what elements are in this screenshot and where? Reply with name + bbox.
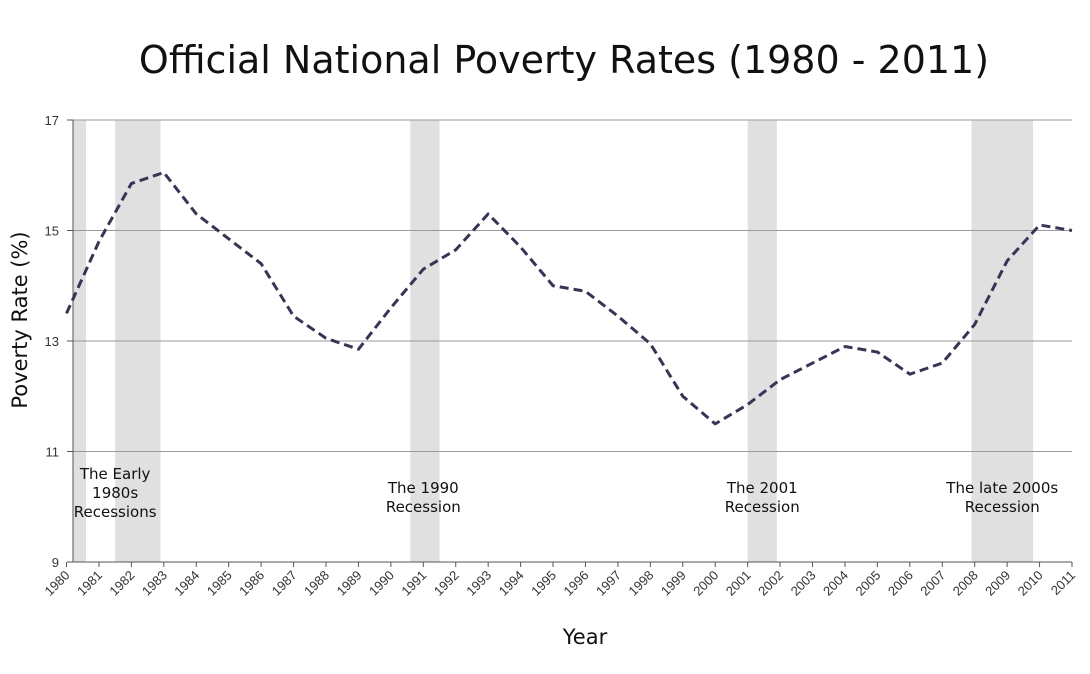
recession-label-line: The late 2000s — [945, 479, 1058, 497]
data-point — [97, 240, 100, 243]
x-tick-label: 1990 — [366, 568, 397, 599]
data-point — [1071, 229, 1074, 232]
data-point — [162, 171, 165, 174]
x-tick-label: 2008 — [950, 568, 981, 599]
x-tick-label: 1991 — [398, 568, 429, 599]
data-point — [681, 395, 684, 398]
x-tick-label: 1983 — [139, 568, 170, 599]
data-point — [487, 212, 490, 215]
x-tick-label: 1986 — [236, 568, 267, 599]
axes — [66, 119, 1073, 567]
data-point — [941, 362, 944, 365]
data-point — [357, 348, 360, 351]
poverty-rate-series-line — [65, 170, 1073, 426]
data-point — [843, 345, 846, 348]
x-tick-label: 1999 — [658, 568, 689, 599]
x-tick-label: 2002 — [755, 568, 786, 599]
x-tick-label: 2009 — [982, 568, 1013, 599]
x-tick-label: 1988 — [301, 568, 332, 599]
x-tick-label: 1994 — [496, 568, 527, 599]
data-point — [649, 342, 652, 345]
data-point — [389, 306, 392, 309]
x-tick-label: 1995 — [528, 568, 559, 599]
x-tick-label: 1981 — [74, 568, 105, 599]
y-axis-title: Poverty Rate (%) — [8, 231, 32, 408]
x-tick-label: 2000 — [690, 568, 721, 599]
x-tick-label: 2007 — [917, 568, 948, 599]
x-tick-label: 2005 — [852, 568, 883, 599]
x-tick-labels: 1980 1981 1982 1983 1984 1985 1986 1987 1988 1989… — [42, 568, 1079, 599]
data-point — [584, 290, 587, 293]
data-point — [130, 182, 133, 185]
y-tick-label: 13 — [45, 334, 59, 349]
x-tick-label: 1982 — [106, 568, 137, 599]
x-tick-label: 2004 — [820, 568, 851, 599]
data-point — [292, 315, 295, 318]
y-tick-labels: 9 11 13 15 17 — [45, 113, 59, 570]
recession-label-line: The 1990 — [387, 479, 459, 497]
data-point — [260, 262, 263, 265]
data-point — [876, 351, 879, 354]
recession-label-line: Recessions — [74, 503, 157, 521]
recession-label-line: Recession — [386, 498, 461, 516]
x-tick-label: 2010 — [1015, 568, 1046, 599]
data-point — [454, 248, 457, 251]
data-point — [714, 422, 717, 425]
data-point — [811, 362, 814, 365]
x-tick-label: 1992 — [431, 568, 462, 599]
x-tick-label: 1984 — [171, 568, 202, 599]
data-point — [1038, 223, 1041, 226]
recession-label-line: Recession — [965, 498, 1040, 516]
x-tick-label: 2006 — [885, 568, 916, 599]
x-axis-title: Year — [562, 625, 608, 649]
data-point — [908, 373, 911, 376]
data-point — [779, 378, 782, 381]
data-point — [746, 403, 749, 406]
data-point — [65, 312, 68, 315]
x-tick-label: 1989 — [333, 568, 364, 599]
gridlines — [73, 119, 1072, 452]
data-point — [519, 246, 522, 249]
data-point — [324, 337, 327, 340]
data-point — [227, 237, 230, 240]
chart-title: Official National Poverty Rates (1980 - … — [139, 38, 989, 82]
data-point — [552, 284, 555, 287]
recession-label-line: 1980s — [92, 484, 138, 502]
data-point — [616, 315, 619, 318]
x-tick-label: 2011 — [1048, 568, 1078, 598]
x-tick-label: 2001 — [723, 568, 754, 599]
data-point — [1006, 259, 1009, 262]
x-tick-label: 1987 — [269, 568, 300, 599]
recession-label-line: The Early — [79, 465, 151, 483]
recession-label-line: The 2001 — [726, 479, 798, 497]
y-tick-label: 17 — [45, 113, 59, 128]
recession-label-line: Recession — [725, 498, 800, 516]
data-point — [973, 323, 976, 326]
x-tick-label: 2003 — [788, 568, 819, 599]
x-tick-label: 1993 — [463, 568, 494, 599]
data-point — [195, 212, 198, 215]
series-layer — [65, 170, 1074, 426]
y-tick-label: 15 — [45, 224, 59, 239]
y-tick-label: 9 — [52, 555, 59, 570]
x-tick-label: 1985 — [204, 568, 235, 599]
x-tick-label: 1998 — [625, 568, 656, 599]
y-tick-label: 11 — [46, 445, 60, 460]
x-tick-label: 1997 — [593, 568, 624, 599]
data-point — [422, 268, 425, 271]
x-tick-label: 1980 — [42, 568, 73, 599]
x-tick-label: 1996 — [561, 568, 592, 599]
